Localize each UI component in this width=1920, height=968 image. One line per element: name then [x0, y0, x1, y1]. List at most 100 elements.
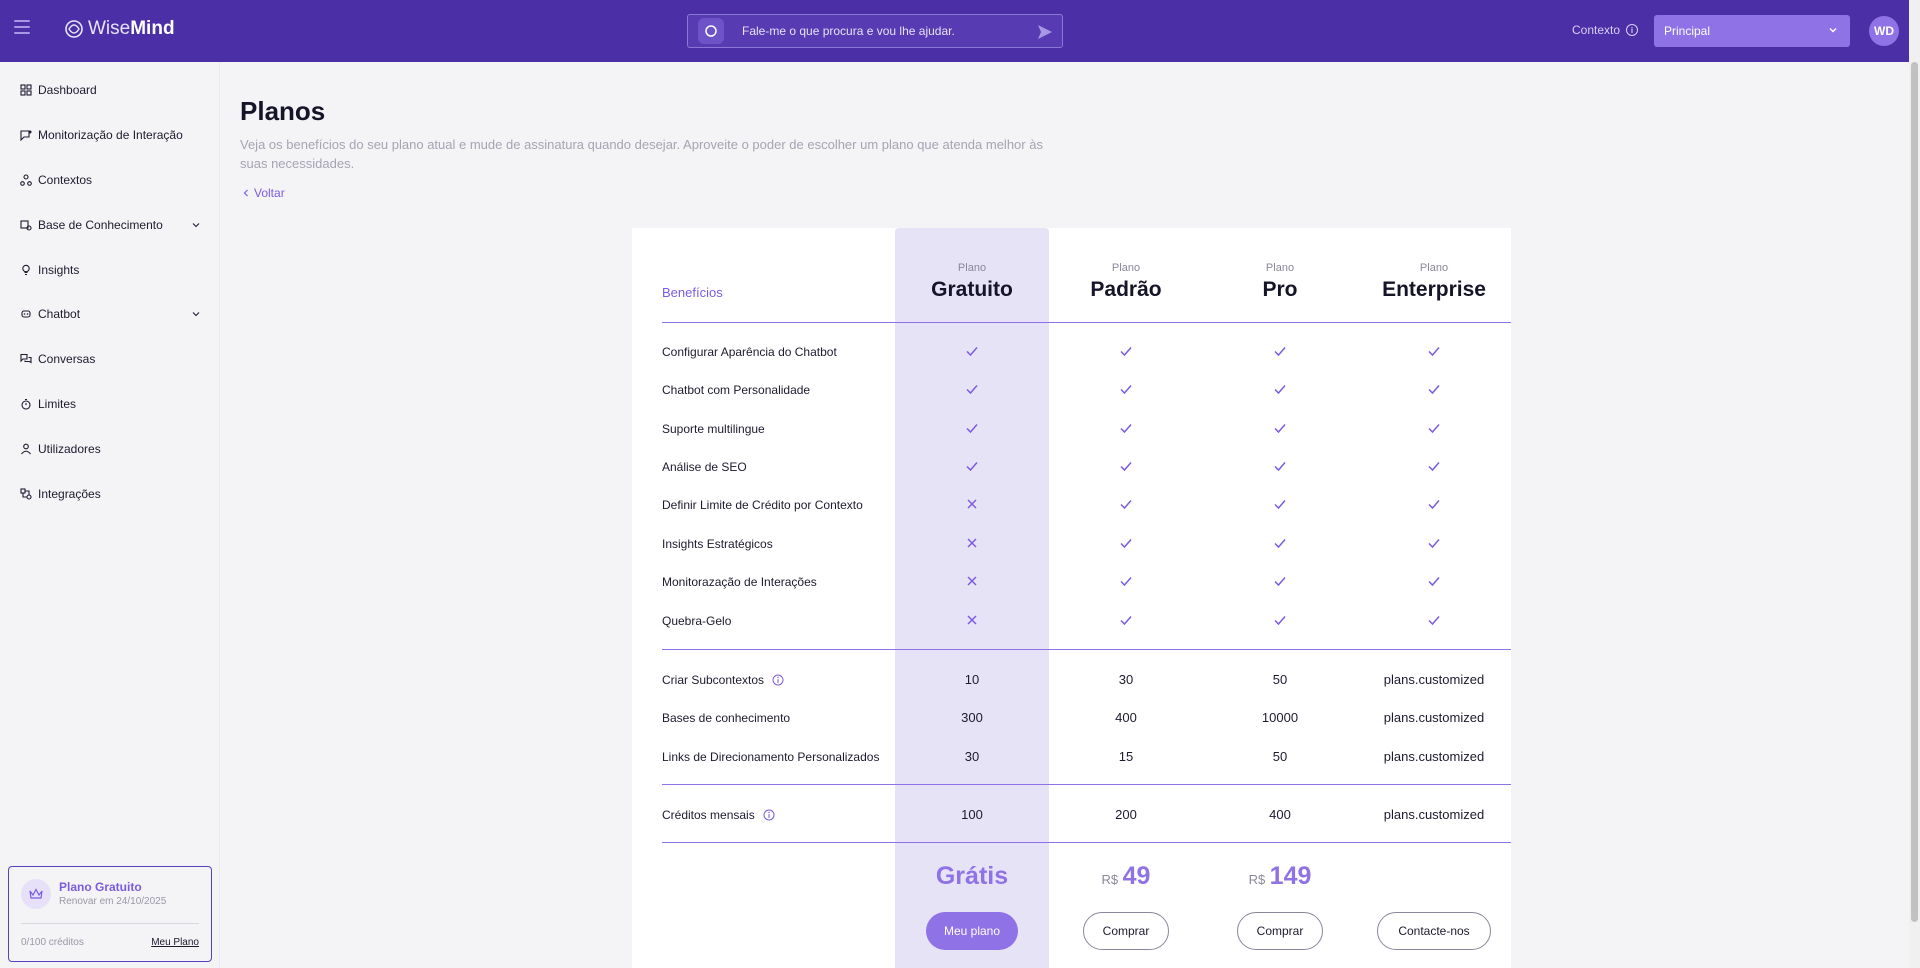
table-row-label: Monitorazação de Interações — [662, 575, 817, 589]
brand-logo[interactable]: Wise Mind — [64, 18, 175, 40]
check-icon — [1049, 573, 1203, 592]
knowledge-icon — [20, 220, 32, 231]
my-plan-link[interactable]: Meu Plano — [151, 937, 199, 948]
sidebar-item-users[interactable]: Utilizadores — [20, 439, 200, 459]
table-cell: 400 — [1115, 710, 1137, 725]
sidebar-item-conversations[interactable]: Conversas — [20, 349, 200, 369]
table-row-label: Chatbot com Personalidade — [662, 383, 810, 397]
page-description: Veja os benefícios do seu plano atual e … — [240, 137, 1043, 171]
plan-name: Pro — [1262, 278, 1298, 301]
price-amount: 49 — [1122, 862, 1151, 890]
row-label-text: Quebra-Gelo — [662, 614, 732, 628]
sidebar-item-limits[interactable]: Limites — [20, 394, 200, 414]
page-title: Planos — [240, 96, 326, 126]
currency-symbol: R$ — [1101, 872, 1119, 887]
info-icon[interactable]: i — [1626, 24, 1639, 36]
sidebar-item-label: Conversas — [38, 352, 96, 366]
plan-header-gratuito: Plano Gratuito — [895, 228, 1049, 302]
my-plan-button[interactable]: Meu plano — [926, 912, 1018, 950]
price-padrao: R$ 49 — [1049, 862, 1203, 891]
lightbulb-icon — [22, 264, 30, 276]
row-label-text: Análise de SEO — [662, 460, 747, 474]
context-label-text: Contexto — [1572, 23, 1621, 37]
sidebar-item-contexts[interactable]: Contextos — [20, 170, 200, 190]
check-icon — [1357, 343, 1511, 362]
context-select-value: Principal — [1664, 24, 1711, 38]
table-row-label: Insights Estratégicos — [662, 537, 773, 551]
section-divider-limits — [662, 784, 1511, 785]
table-row-label: Bases de conhecimento — [662, 711, 790, 725]
section-divider-credits — [662, 842, 1511, 843]
back-link-label: Voltar — [254, 186, 285, 200]
context-select[interactable]: Principal — [1654, 15, 1850, 47]
send-icon[interactable] — [1036, 23, 1054, 41]
table-cell: plans.customized — [1383, 807, 1485, 822]
check-icon — [1357, 496, 1511, 515]
sidebar-item-insights[interactable]: Insights — [20, 260, 200, 280]
row-label-text: Bases de conhecimento — [662, 711, 791, 725]
buy-padrao-button[interactable]: Comprar — [1083, 912, 1169, 950]
table-cell: 15 — [1118, 749, 1134, 764]
table-cell: 10000 — [1261, 710, 1299, 725]
table-cell: 200 — [1115, 807, 1137, 822]
search-input[interactable] — [742, 24, 1022, 38]
check-icon — [1357, 420, 1511, 439]
back-link[interactable]: Voltar — [242, 186, 285, 200]
sidebar-item-label: Utilizadores — [38, 442, 101, 456]
check-icon — [1049, 612, 1203, 631]
check-icon — [1203, 496, 1357, 515]
table-cell: 300 — [961, 710, 983, 725]
table-row-label: Definir Limite de Crédito por Contexto — [662, 498, 863, 512]
cross-icon — [895, 535, 1049, 554]
buy-pro-button[interactable]: Comprar — [1237, 912, 1323, 950]
crown-icon — [21, 879, 51, 909]
user-avatar[interactable]: WD — [1869, 16, 1899, 46]
plan-card-renewal: Renovar em 24/10/2025 — [59, 896, 167, 907]
brand-name-part2: Mind — [130, 18, 175, 39]
check-icon — [1357, 381, 1511, 400]
check-icon — [1203, 343, 1357, 362]
table-cell: 30 — [964, 749, 980, 764]
assistant-search-bar — [687, 14, 1063, 48]
check-icon — [1203, 535, 1357, 554]
hamburger-menu-icon[interactable] — [14, 20, 30, 34]
page-scrollbar[interactable] — [1909, 0, 1920, 968]
cross-icon — [895, 573, 1049, 592]
sidebar-item-dashboard[interactable]: Dashboard — [20, 80, 200, 100]
info-icon[interactable] — [772, 674, 784, 686]
chatbot-icon — [21, 310, 31, 318]
sidebar-item-label: Monitorização de Interação — [38, 128, 183, 142]
check-icon — [895, 458, 1049, 477]
sidebar-item-knowledge-base[interactable]: Base de Conhecimento — [20, 215, 200, 235]
table-cell: plans.customized — [1383, 710, 1485, 725]
dashboard-icon — [20, 84, 32, 96]
table-row-label: Links de Direcionamento Personalizados — [662, 750, 879, 764]
sidebar-item-chatbot[interactable]: Chatbot — [20, 304, 200, 324]
row-label-text: Configurar Aparência do Chatbot — [662, 345, 837, 359]
plan-header-enterprise: Plano Enterprise — [1357, 228, 1511, 302]
user-icon — [21, 443, 31, 455]
check-icon — [1049, 496, 1203, 515]
table-row-label: Suporte multilingue — [662, 422, 765, 436]
table-row-label: Quebra-Gelo — [662, 614, 731, 628]
plan-card-divider — [21, 923, 199, 924]
currency-symbol: R$ — [1248, 872, 1266, 887]
chevron-down-icon — [1829, 28, 1837, 33]
cross-icon — [895, 612, 1049, 631]
info-icon[interactable] — [763, 809, 775, 821]
monitor-icon — [20, 130, 32, 141]
sidebar-item-integrations[interactable]: Integrações — [20, 484, 200, 504]
sidebar-item-label: Dashboard — [38, 83, 97, 97]
table-row-label: Criar Subcontextos — [662, 673, 784, 687]
sidebar-item-monitoring[interactable]: Monitorização de Interação — [20, 125, 200, 145]
chevron-left-icon — [243, 189, 248, 197]
check-icon — [1049, 535, 1203, 554]
scrollbar-thumb[interactable] — [1911, 62, 1918, 922]
table-cell: 50 — [1272, 749, 1288, 764]
section-divider-features — [662, 649, 1511, 650]
contact-enterprise-button[interactable]: Contacte-nos — [1377, 912, 1491, 950]
plan-prefix: Plano — [1265, 262, 1295, 274]
check-icon — [895, 420, 1049, 439]
plan-name: Enterprise — [1382, 278, 1486, 301]
check-icon — [1203, 612, 1357, 631]
